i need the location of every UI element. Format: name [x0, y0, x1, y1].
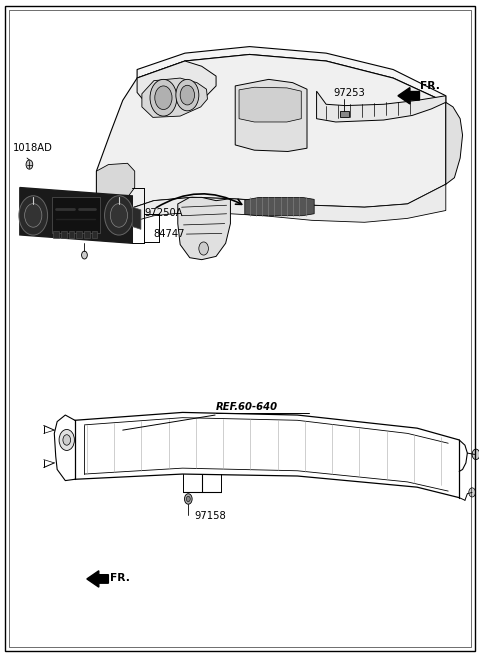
Polygon shape — [317, 91, 446, 122]
Bar — [53, 231, 59, 238]
Circle shape — [199, 242, 208, 255]
FancyArrow shape — [87, 571, 108, 587]
Text: 1018AD: 1018AD — [12, 143, 52, 153]
Polygon shape — [239, 87, 301, 122]
Circle shape — [472, 449, 480, 460]
Circle shape — [176, 79, 199, 111]
Polygon shape — [96, 55, 446, 223]
Bar — [76, 231, 82, 238]
Circle shape — [26, 160, 33, 170]
Polygon shape — [178, 197, 230, 260]
Circle shape — [63, 435, 71, 445]
Polygon shape — [20, 187, 132, 243]
Polygon shape — [132, 207, 141, 229]
Bar — [69, 231, 74, 238]
Circle shape — [186, 496, 190, 501]
Circle shape — [59, 430, 74, 451]
Polygon shape — [245, 197, 314, 215]
Polygon shape — [142, 78, 207, 118]
Circle shape — [155, 86, 172, 110]
Circle shape — [24, 204, 42, 227]
Circle shape — [105, 196, 133, 235]
Polygon shape — [96, 184, 446, 237]
Circle shape — [110, 204, 128, 227]
Polygon shape — [235, 79, 307, 152]
Circle shape — [19, 196, 48, 235]
FancyArrow shape — [398, 87, 420, 104]
Text: 84747: 84747 — [154, 229, 185, 239]
Circle shape — [469, 487, 476, 497]
Text: REF.60-640: REF.60-640 — [216, 402, 278, 412]
Text: 97253: 97253 — [334, 88, 366, 98]
Bar — [52, 197, 100, 233]
Text: 97250A: 97250A — [144, 208, 183, 217]
Text: 97158: 97158 — [194, 510, 226, 520]
Polygon shape — [446, 102, 463, 184]
Text: FR.: FR. — [110, 573, 130, 583]
Circle shape — [150, 79, 177, 116]
Bar — [92, 231, 97, 238]
Circle shape — [180, 85, 194, 105]
Polygon shape — [137, 61, 216, 107]
Bar — [84, 231, 90, 238]
Text: FR.: FR. — [420, 81, 440, 91]
Bar — [61, 231, 67, 238]
Circle shape — [184, 493, 192, 504]
Polygon shape — [137, 47, 446, 102]
Circle shape — [82, 251, 87, 259]
Polygon shape — [96, 164, 135, 200]
Polygon shape — [339, 111, 349, 118]
